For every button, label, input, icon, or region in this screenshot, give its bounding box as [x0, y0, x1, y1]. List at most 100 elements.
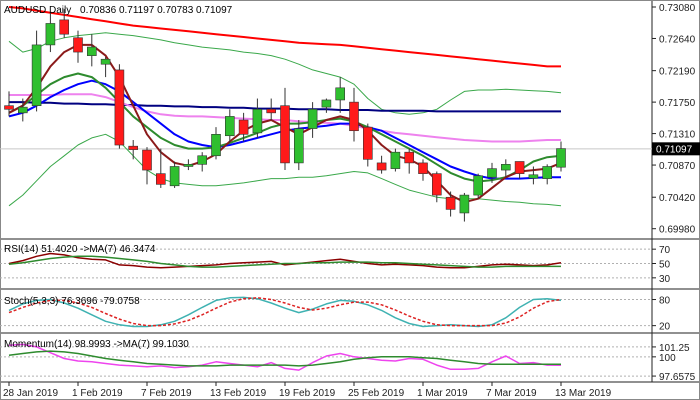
candle	[31, 30, 42, 112]
candle	[514, 161, 525, 179]
candle-body	[418, 162, 428, 174]
candle-body	[238, 119, 249, 135]
candle-body	[514, 161, 525, 174]
candle-body	[114, 69, 125, 146]
date-tick-label: 13 Feb 2019	[210, 388, 267, 399]
candle	[45, 12, 56, 53]
candle	[404, 148, 415, 174]
candle-body	[500, 164, 511, 171]
rsi-tick-label: 70	[659, 245, 671, 256]
momentum-tick-label: 100	[659, 353, 676, 364]
candle	[183, 159, 194, 171]
candle	[418, 159, 428, 181]
candle-body	[349, 101, 359, 132]
candle	[335, 77, 346, 113]
candle-body	[445, 196, 456, 210]
candle-body	[266, 108, 277, 114]
candle-body	[307, 108, 318, 129]
candle-body	[321, 99, 332, 108]
main-chart-title: AUDUSD Daily 0.70836 0.71197 0.70783 0.7…	[4, 5, 233, 16]
candle	[500, 159, 511, 178]
candle	[128, 140, 138, 160]
candle-body	[390, 151, 401, 169]
candle	[307, 102, 318, 138]
candle	[473, 173, 484, 199]
date-tick-label: 25 Feb 2019	[348, 388, 405, 399]
momentum-tick-label: 101.25	[659, 343, 690, 354]
candle	[459, 192, 470, 222]
candle-body	[542, 166, 553, 179]
candle	[73, 30, 83, 63]
candle	[114, 64, 125, 149]
candle-body	[556, 148, 566, 168]
candle	[59, 9, 70, 38]
candle-body	[169, 166, 180, 187]
rsi-series-1	[8, 255, 561, 268]
candle	[225, 109, 235, 143]
candle	[349, 87, 359, 142]
price-axis: 0.73080 0.72640 0.72190 0.71750 0.71310 0.708…	[652, 3, 696, 236]
candle	[542, 164, 553, 185]
candle	[321, 98, 332, 113]
candle	[528, 166, 539, 185]
candle	[252, 98, 263, 138]
stoch-panel-title: Stoch(5,3,3) 76.3696 -79.0758	[4, 296, 140, 307]
candle-body	[31, 44, 42, 106]
stoch-series-1	[8, 297, 562, 327]
candle	[87, 34, 97, 67]
candle-body	[4, 105, 14, 110]
overlay-red-ma	[8, 6, 561, 68]
candle	[17, 98, 28, 122]
stoch-tick-label: 80	[659, 296, 671, 307]
candle	[197, 152, 207, 172]
candle-body	[17, 106, 28, 114]
momentum-series-1	[8, 350, 561, 367]
overlay-upper-envelope	[8, 32, 562, 115]
momentum-tick-label: 97.6575	[659, 372, 696, 383]
rsi-tick-label: 50	[659, 260, 671, 271]
candle-body	[59, 19, 70, 35]
candle	[156, 148, 166, 188]
date-tick-label: 1 Feb 2019	[72, 388, 123, 399]
candle-body	[142, 149, 152, 171]
candle-body	[459, 194, 470, 214]
candle	[487, 162, 497, 183]
date-tick-label: 28 Jan 2019	[3, 388, 58, 399]
price-tick-label: 0.73080	[659, 3, 696, 14]
candle-body	[211, 134, 221, 157]
candle	[169, 161, 180, 188]
candle-body	[252, 108, 263, 134]
candle-body	[87, 46, 97, 56]
last-price-badge: 0.71097	[652, 142, 700, 156]
candle-body	[183, 164, 194, 167]
price-tick-label: 0.70420	[659, 193, 696, 204]
price-tick-label: 0.69980	[659, 225, 696, 236]
candle	[142, 147, 152, 185]
candle	[376, 155, 387, 174]
candle-body	[100, 58, 111, 65]
candle-body	[225, 116, 235, 137]
candle-body	[280, 105, 290, 164]
candle-body	[45, 23, 56, 46]
date-tick-label: 19 Feb 2019	[279, 388, 336, 399]
candle	[445, 191, 456, 217]
candle	[556, 141, 566, 172]
candle-body	[197, 155, 207, 165]
candle-body	[362, 126, 373, 160]
rsi-tick-label: 30	[659, 274, 671, 285]
date-tick-label: 7 Feb 2019	[141, 388, 192, 399]
date-axis: 28 Jan 2019 1 Feb 2019 7 Feb 2019 13 Feb 20…	[3, 382, 612, 399]
candle	[266, 98, 277, 120]
date-tick-label: 13 Mar 2019	[555, 388, 612, 399]
candle	[390, 148, 401, 172]
candle-body	[73, 37, 83, 53]
momentum-panel-title: Momentum(14) 98.9993 ->MA(7) 99.1030	[4, 339, 189, 350]
stoch-tick-label: 20	[659, 322, 671, 333]
candle-body	[431, 173, 442, 196]
candle-body	[473, 175, 484, 196]
candle-body	[376, 162, 387, 171]
svg-text:0.71097: 0.71097	[656, 144, 693, 155]
